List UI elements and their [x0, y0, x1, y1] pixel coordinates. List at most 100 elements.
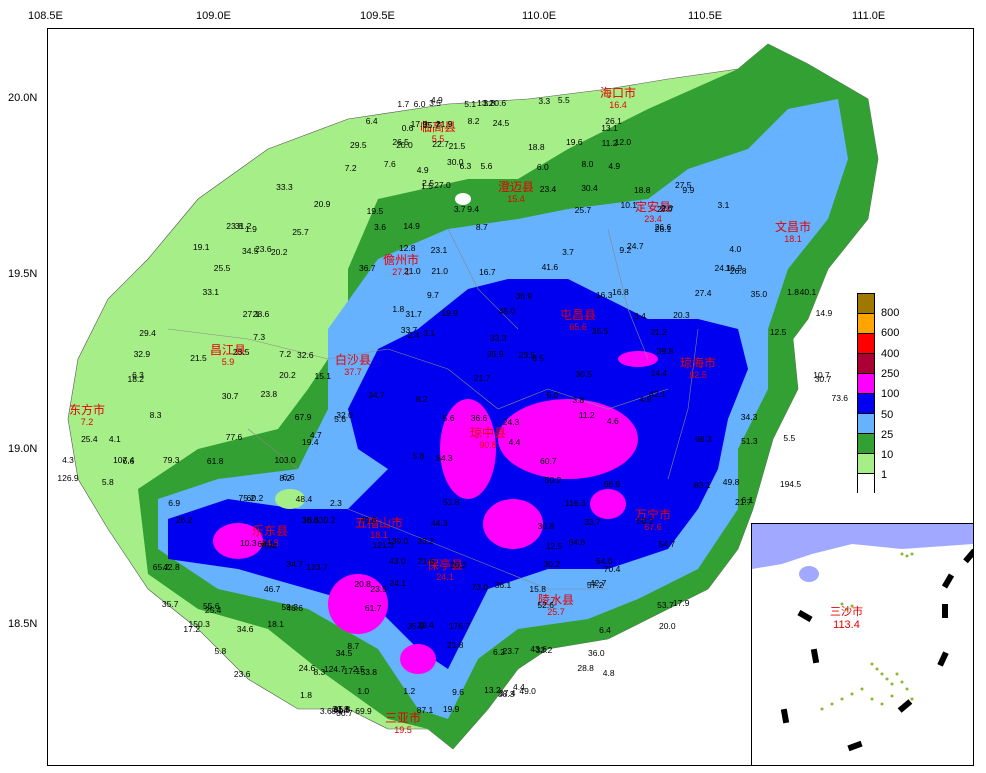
station-value: 1.0 [357, 686, 370, 697]
city-name: 文昌市 [774, 220, 812, 234]
station-value: 14.9 [815, 307, 833, 318]
station-value: 107.4 [113, 454, 135, 465]
station-value: 6.4 [365, 116, 378, 127]
legend-swatch [857, 293, 875, 313]
station-value: 17.1 [343, 666, 361, 677]
station-value: 121.3 [372, 539, 394, 550]
city-label: 保亭县 24.1 [427, 559, 463, 583]
lon-tick: 111.0E [852, 10, 886, 22]
station-value: 6.3 [459, 160, 472, 171]
station-value: 33.2 [417, 535, 434, 546]
station-value: 3.6 [319, 705, 332, 716]
station-value: 30.4 [581, 183, 598, 194]
city-name: 昌江县 [209, 343, 247, 357]
station-value: 53.7 [657, 599, 674, 610]
station-value: 59.3 [281, 602, 298, 613]
station-value: 24.1 [714, 262, 732, 273]
station-value: 5.6 [334, 413, 346, 424]
station-value: 21.5 [448, 140, 466, 151]
station-value: 38.3 [497, 688, 515, 699]
station-value: 13.2 [477, 98, 494, 109]
station-value: 36.0 [301, 514, 319, 525]
city-value: 27.1 [392, 267, 410, 277]
station-value: 35.9 [487, 349, 504, 360]
station-value: 42.1 [649, 389, 666, 400]
station-value: 31.7 [405, 309, 422, 320]
station-value: 36.6 [470, 413, 488, 424]
zone-100-250 [213, 523, 263, 559]
city-label: 屯昌县 65.6 [560, 309, 596, 333]
station-value: 4.8 [602, 667, 615, 678]
station-value: 24.1 [389, 577, 407, 588]
station-value: 25.4 [81, 434, 98, 445]
city-name: 儋州市 [382, 253, 420, 267]
lat-tick: 19.5N [8, 268, 38, 280]
station-value: 49.8 [722, 476, 740, 487]
station-value: 70.4 [260, 541, 277, 552]
zone-below-1 [455, 193, 471, 205]
station-value: 17.2 [183, 624, 200, 635]
city-name: 琼海市 [679, 356, 717, 370]
station-value: 34.3 [740, 412, 758, 423]
station-value: 17.9 [410, 118, 428, 129]
station-value: 23.6 [255, 244, 272, 255]
station-value: 3.7 [562, 246, 574, 257]
legend-label: 50 [881, 408, 894, 421]
station-value: 8.2 [279, 472, 292, 483]
station-value: 6.3 [132, 370, 144, 381]
legend-label: 800 [881, 307, 900, 319]
inset-map [752, 524, 973, 752]
station-value: 14.4 [650, 368, 668, 379]
sansha-inset: 三沙市 113.4 [751, 523, 974, 766]
lon-tick: 109.5E [360, 10, 395, 22]
station-value: 1.8 [787, 286, 799, 297]
station-value: 2.3 [330, 498, 342, 509]
station-value: 24.5 [492, 118, 510, 129]
station-value: 123.7 [306, 561, 328, 572]
city-value: 65.6 [569, 322, 587, 332]
station-value: 2.5 [422, 178, 434, 189]
station-value: 3.4 [634, 311, 646, 322]
station-value: 52.6 [537, 599, 554, 610]
station-value: 15.8 [333, 704, 351, 715]
station-value: 21.8 [446, 640, 464, 651]
station-value: 4.9 [639, 394, 652, 405]
station-value: 61.5 [333, 704, 350, 715]
station-value: 87.1 [416, 705, 434, 716]
station-value: 36.9 [515, 290, 533, 301]
station-value: 194.5 [779, 478, 802, 489]
station-value: 19.1 [192, 242, 210, 253]
station-value: 4.9 [416, 164, 429, 175]
station-value: 18.8 [528, 142, 545, 153]
station-value: 23.1 [430, 244, 448, 255]
station-value: 8.0 [581, 159, 594, 170]
station-value: 35.7 [423, 120, 440, 131]
station-value: 23.5 [370, 583, 387, 594]
station-value: 36.1 [494, 579, 512, 590]
station-value: 34.7 [368, 390, 385, 401]
station-value: 46.6 [286, 602, 303, 613]
station-value: 19.6 [566, 137, 583, 148]
station-value: 16.9 [725, 262, 743, 273]
legend-swatch [857, 393, 875, 413]
station-value: 5.8 [214, 645, 227, 656]
zone-100-250 [590, 489, 626, 519]
city-label: 三亚市 19.5 [385, 712, 421, 736]
station-value: 21.5 [190, 353, 207, 364]
station-value: 27.5 [674, 180, 692, 191]
station-value: 13.2 [484, 684, 501, 695]
station-value: 22.7 [432, 138, 449, 149]
station-value: 4.1 [108, 433, 121, 444]
station-value: 66.6 [603, 478, 621, 489]
city-label: 琼海市 82.5 [680, 357, 716, 381]
city-label: 乐东县 84.8 [252, 525, 288, 549]
station-value: 8.3 [313, 667, 326, 678]
station-value: 5.8 [101, 476, 114, 487]
inset-island [799, 566, 819, 582]
station-value: 30.8 [537, 521, 555, 532]
station-value: 21.0 [404, 265, 421, 276]
station-value: 6.9 [168, 497, 181, 508]
station-value: 4.6 [606, 415, 619, 426]
station-value: 21.7 [473, 372, 491, 383]
station-value: 4.4 [508, 436, 521, 447]
